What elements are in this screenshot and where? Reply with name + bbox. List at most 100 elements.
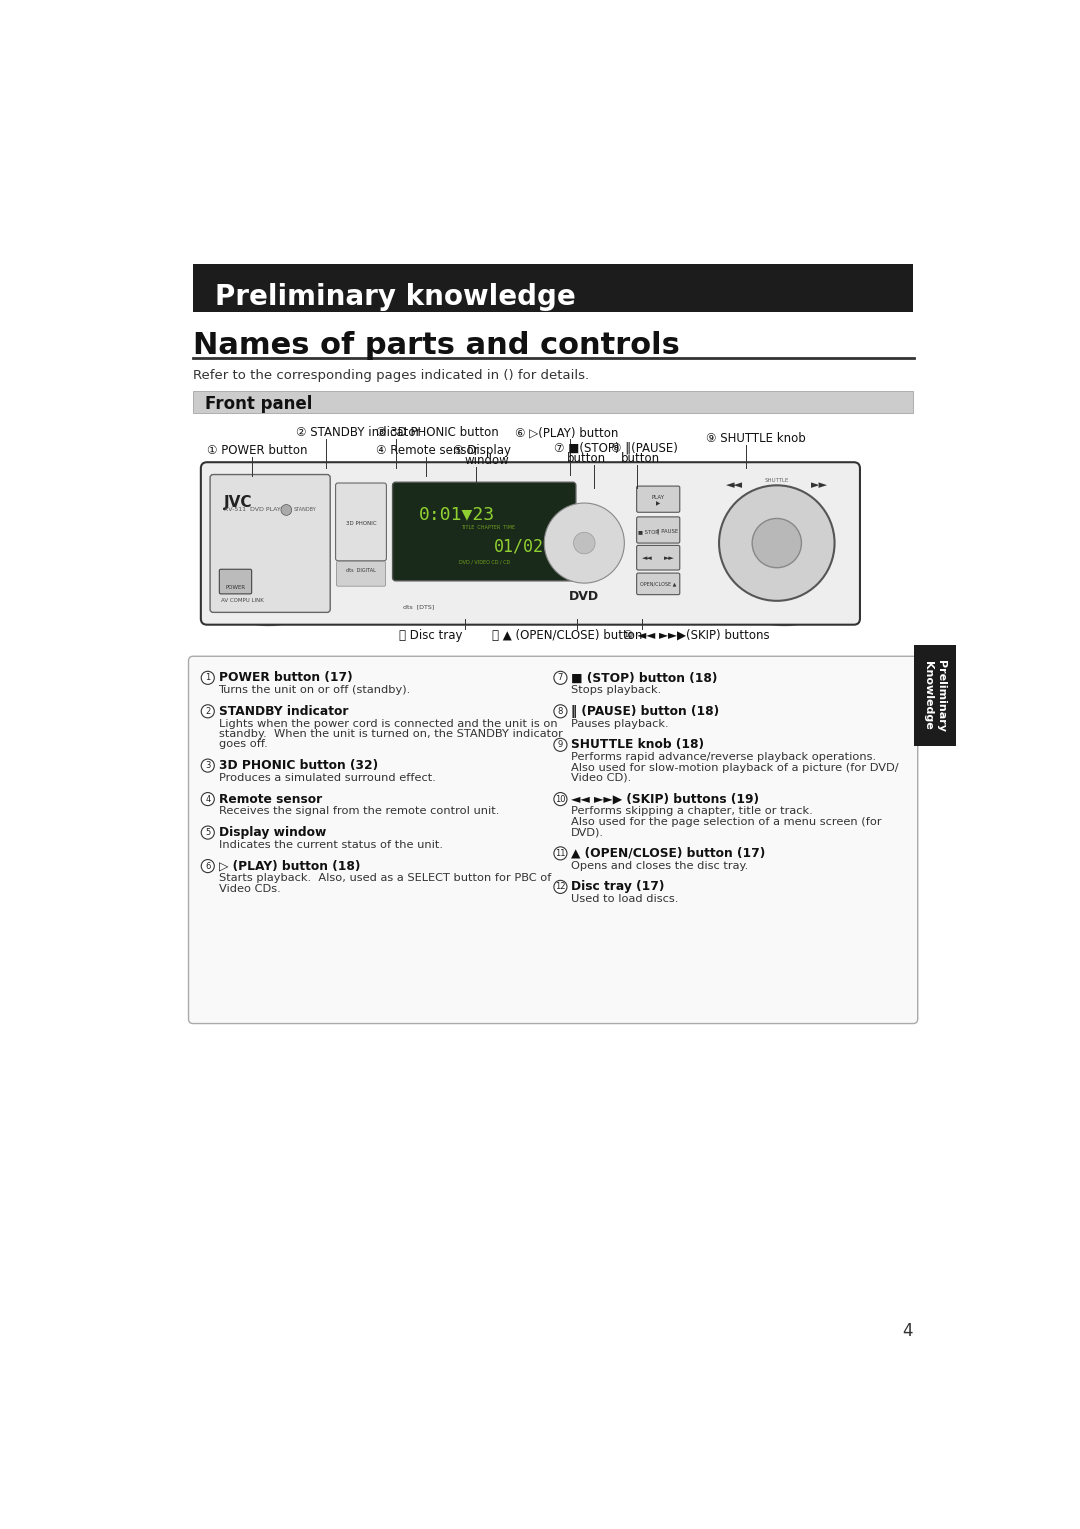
Text: ▷ (PLAY) button (18): ▷ (PLAY) button (18) bbox=[218, 859, 360, 873]
Text: 0:01▼23: 0:01▼23 bbox=[419, 506, 496, 523]
Text: goes off.: goes off. bbox=[218, 740, 267, 749]
Circle shape bbox=[201, 826, 214, 839]
Text: ⑫ Disc tray: ⑫ Disc tray bbox=[400, 628, 463, 642]
Text: 9: 9 bbox=[557, 740, 563, 749]
Text: Used to load discs.: Used to load discs. bbox=[571, 894, 678, 904]
Circle shape bbox=[719, 485, 835, 601]
Text: ⑩ ◄◄ ►►▶(SKIP) buttons: ⑩ ◄◄ ►►▶(SKIP) buttons bbox=[623, 628, 769, 642]
Text: ‖ PAUSE: ‖ PAUSE bbox=[657, 529, 678, 534]
Text: ⑥ ▷(PLAY) button: ⑥ ▷(PLAY) button bbox=[515, 427, 619, 439]
FancyBboxPatch shape bbox=[336, 561, 386, 586]
Text: button: button bbox=[567, 451, 607, 465]
Text: POWER button (17): POWER button (17) bbox=[218, 671, 352, 685]
Text: Starts playback.  Also, used as a SELECT button for PBC of: Starts playback. Also, used as a SELECT … bbox=[218, 873, 551, 884]
Text: Stops playback.: Stops playback. bbox=[571, 685, 661, 696]
Text: SHUTTLE knob (18): SHUTTLE knob (18) bbox=[571, 739, 704, 751]
Text: ⑦ ■(STOP): ⑦ ■(STOP) bbox=[554, 442, 619, 454]
Text: 8: 8 bbox=[557, 706, 563, 716]
Circle shape bbox=[201, 859, 214, 873]
FancyBboxPatch shape bbox=[336, 483, 387, 561]
FancyBboxPatch shape bbox=[914, 645, 956, 746]
Text: Front panel: Front panel bbox=[205, 396, 313, 413]
Text: dts  DIGITAL: dts DIGITAL bbox=[346, 569, 376, 573]
Text: Remote sensor: Remote sensor bbox=[218, 792, 322, 806]
Text: Receives the signal from the remote control unit.: Receives the signal from the remote cont… bbox=[218, 806, 499, 816]
Text: Refer to the corresponding pages indicated in () for details.: Refer to the corresponding pages indicat… bbox=[193, 370, 590, 382]
Circle shape bbox=[201, 705, 214, 717]
Text: 5: 5 bbox=[205, 829, 211, 836]
Text: AV COMPU LINK: AV COMPU LINK bbox=[220, 598, 264, 602]
Circle shape bbox=[201, 792, 214, 806]
Text: STANDBY indicator: STANDBY indicator bbox=[218, 705, 348, 717]
Text: dts  [DTS]: dts [DTS] bbox=[403, 604, 434, 609]
Text: ◄◄: ◄◄ bbox=[726, 480, 743, 491]
FancyBboxPatch shape bbox=[193, 265, 913, 312]
Text: Pauses playback.: Pauses playback. bbox=[571, 719, 669, 729]
Text: Display window: Display window bbox=[218, 826, 326, 839]
Text: 6: 6 bbox=[205, 861, 211, 870]
Text: JVC: JVC bbox=[224, 494, 253, 509]
Text: ■ (STOP) button (18): ■ (STOP) button (18) bbox=[571, 671, 717, 685]
Circle shape bbox=[554, 705, 567, 717]
Text: DVD: DVD bbox=[569, 590, 599, 604]
Text: ② STANDBY indicator: ② STANDBY indicator bbox=[296, 427, 420, 439]
Text: ⑪ ▲ (OPEN/CLOSE) button: ⑪ ▲ (OPEN/CLOSE) button bbox=[491, 628, 643, 642]
Circle shape bbox=[201, 758, 214, 772]
Circle shape bbox=[281, 505, 292, 515]
Text: ‖ (PAUSE) button (18): ‖ (PAUSE) button (18) bbox=[571, 705, 719, 717]
Text: Turns the unit on or off (standby).: Turns the unit on or off (standby). bbox=[218, 685, 410, 696]
FancyBboxPatch shape bbox=[193, 391, 913, 413]
FancyBboxPatch shape bbox=[201, 462, 860, 625]
Circle shape bbox=[554, 671, 567, 685]
Text: Indicates the current status of the unit.: Indicates the current status of the unit… bbox=[218, 839, 443, 850]
Text: 2: 2 bbox=[205, 706, 211, 716]
Circle shape bbox=[573, 532, 595, 553]
Text: button: button bbox=[621, 451, 660, 465]
Text: ◄◄ ►►▶ (SKIP) buttons (19): ◄◄ ►►▶ (SKIP) buttons (19) bbox=[571, 792, 759, 806]
Text: Preliminary
Knowledge: Preliminary Knowledge bbox=[923, 659, 946, 731]
Text: Lights when the power cord is connected and the unit is on: Lights when the power cord is connected … bbox=[218, 719, 557, 729]
FancyBboxPatch shape bbox=[636, 573, 679, 595]
Text: ⑨ SHUTTLE knob: ⑨ SHUTTLE knob bbox=[706, 433, 806, 445]
FancyBboxPatch shape bbox=[392, 482, 576, 581]
Text: standby.  When the unit is turned on, the STANDBY indicator: standby. When the unit is turned on, the… bbox=[218, 729, 563, 739]
Text: ■ STOP: ■ STOP bbox=[638, 529, 659, 534]
Text: 3D PHONIC: 3D PHONIC bbox=[346, 521, 376, 526]
Text: window: window bbox=[465, 454, 510, 466]
Text: STANDBY: STANDBY bbox=[294, 508, 316, 512]
Text: ⑧ ‖(PAUSE): ⑧ ‖(PAUSE) bbox=[611, 442, 678, 454]
Text: DVD).: DVD). bbox=[571, 827, 604, 838]
Circle shape bbox=[544, 503, 624, 583]
Circle shape bbox=[752, 518, 801, 567]
Text: ▲ (OPEN/CLOSE) button (17): ▲ (OPEN/CLOSE) button (17) bbox=[571, 847, 766, 859]
Text: Preliminary knowledge: Preliminary knowledge bbox=[215, 283, 576, 312]
Text: XV-511  DVD PLAYER: XV-511 DVD PLAYER bbox=[224, 508, 288, 512]
Text: Performs rapid advance/reverse playback operations.: Performs rapid advance/reverse playback … bbox=[571, 752, 876, 761]
Text: OPEN/CLOSE ▲: OPEN/CLOSE ▲ bbox=[640, 581, 676, 587]
Text: Opens and closes the disc tray.: Opens and closes the disc tray. bbox=[571, 861, 748, 870]
Text: Video CDs.: Video CDs. bbox=[218, 884, 281, 894]
FancyBboxPatch shape bbox=[219, 569, 252, 593]
Text: POWER: POWER bbox=[226, 586, 245, 590]
Text: DVD / VIDEO CD / CD: DVD / VIDEO CD / CD bbox=[459, 560, 510, 564]
Text: Performs skipping a chapter, title or track.: Performs skipping a chapter, title or tr… bbox=[571, 806, 813, 816]
Text: ④ Remote sensor: ④ Remote sensor bbox=[377, 443, 480, 457]
Circle shape bbox=[554, 881, 567, 893]
Text: Video CD).: Video CD). bbox=[571, 774, 632, 783]
FancyBboxPatch shape bbox=[189, 656, 918, 1023]
Text: TITLE  CHAPTER  TIME: TITLE CHAPTER TIME bbox=[461, 524, 515, 531]
Text: ►►: ►► bbox=[811, 480, 827, 491]
Text: Also used for slow-motion playback of a picture (for DVD/: Also used for slow-motion playback of a … bbox=[571, 763, 899, 772]
Text: ③ 3D PHONIC button: ③ 3D PHONIC button bbox=[377, 427, 499, 439]
Text: Produces a simulated surround effect.: Produces a simulated surround effect. bbox=[218, 774, 435, 783]
Text: SHUTTLE: SHUTTLE bbox=[765, 477, 789, 483]
Text: ►►: ►► bbox=[663, 555, 674, 561]
Text: 3D PHONIC button (32): 3D PHONIC button (32) bbox=[218, 758, 378, 772]
Text: PLAY
▶: PLAY ▶ bbox=[651, 495, 664, 506]
Circle shape bbox=[554, 739, 567, 751]
Text: 4: 4 bbox=[205, 795, 211, 804]
Text: Names of parts and controls: Names of parts and controls bbox=[193, 330, 680, 359]
Circle shape bbox=[201, 671, 214, 685]
Circle shape bbox=[554, 847, 567, 859]
FancyBboxPatch shape bbox=[636, 486, 679, 512]
